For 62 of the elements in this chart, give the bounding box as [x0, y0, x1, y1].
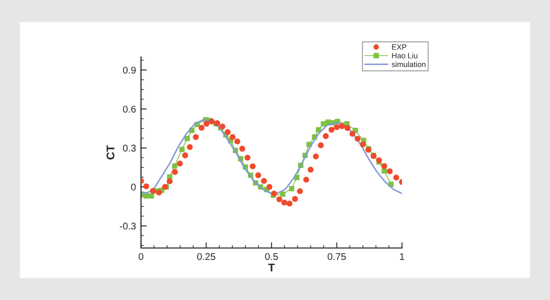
point: [393, 174, 400, 181]
y-axis-title: CT: [106, 145, 114, 160]
point: [144, 193, 149, 199]
point: [179, 146, 185, 152]
point: [320, 121, 326, 126]
point: [322, 133, 329, 140]
x-tick-label: 0: [138, 253, 144, 260]
point: [244, 154, 250, 161]
point: [339, 123, 345, 130]
point: [381, 163, 388, 169]
point: [234, 138, 240, 144]
x-axis-title: T: [268, 264, 275, 272]
point: [292, 196, 298, 202]
point: [318, 142, 324, 148]
point: [250, 163, 256, 170]
point: [386, 168, 393, 174]
point: [204, 120, 210, 127]
point: [328, 126, 334, 133]
y-tick-label: 0.9: [123, 66, 136, 74]
point: [344, 125, 350, 132]
y-tick-label: 0.3: [123, 144, 136, 152]
x-tick-label: 0.75: [328, 253, 346, 260]
point: [172, 169, 178, 175]
point: [184, 136, 190, 142]
point: [182, 152, 188, 158]
point: [297, 188, 303, 194]
point: [334, 124, 340, 130]
point: [382, 168, 387, 174]
point: [166, 178, 173, 184]
point: [186, 144, 193, 150]
point: [150, 188, 156, 194]
point: [224, 129, 231, 136]
point: [143, 183, 150, 190]
point: [288, 186, 294, 192]
y-tick-label: -0.3: [120, 222, 136, 230]
point: [260, 178, 267, 184]
point: [148, 193, 154, 199]
point: [266, 184, 272, 190]
point: [308, 166, 314, 173]
point: [303, 176, 310, 183]
point: [286, 200, 292, 207]
point: [276, 196, 282, 202]
point: [239, 146, 246, 152]
y-tick-label: 0.6: [123, 106, 136, 113]
point: [312, 153, 319, 160]
point: [172, 163, 178, 169]
point: [281, 200, 288, 206]
x-tick-label: 0.5: [265, 253, 278, 260]
point: [230, 134, 236, 140]
point: [192, 134, 199, 140]
point: [176, 160, 183, 166]
point: [280, 192, 286, 197]
point: [349, 130, 356, 137]
x-tick-label: 1: [400, 253, 404, 260]
y-tick-label: 0: [131, 184, 136, 191]
point: [360, 142, 366, 148]
point: [156, 190, 162, 196]
point: [198, 124, 204, 131]
point: [255, 172, 262, 178]
point: [354, 136, 361, 142]
point: [316, 127, 322, 132]
x-tick-label: 0.25: [197, 253, 216, 260]
